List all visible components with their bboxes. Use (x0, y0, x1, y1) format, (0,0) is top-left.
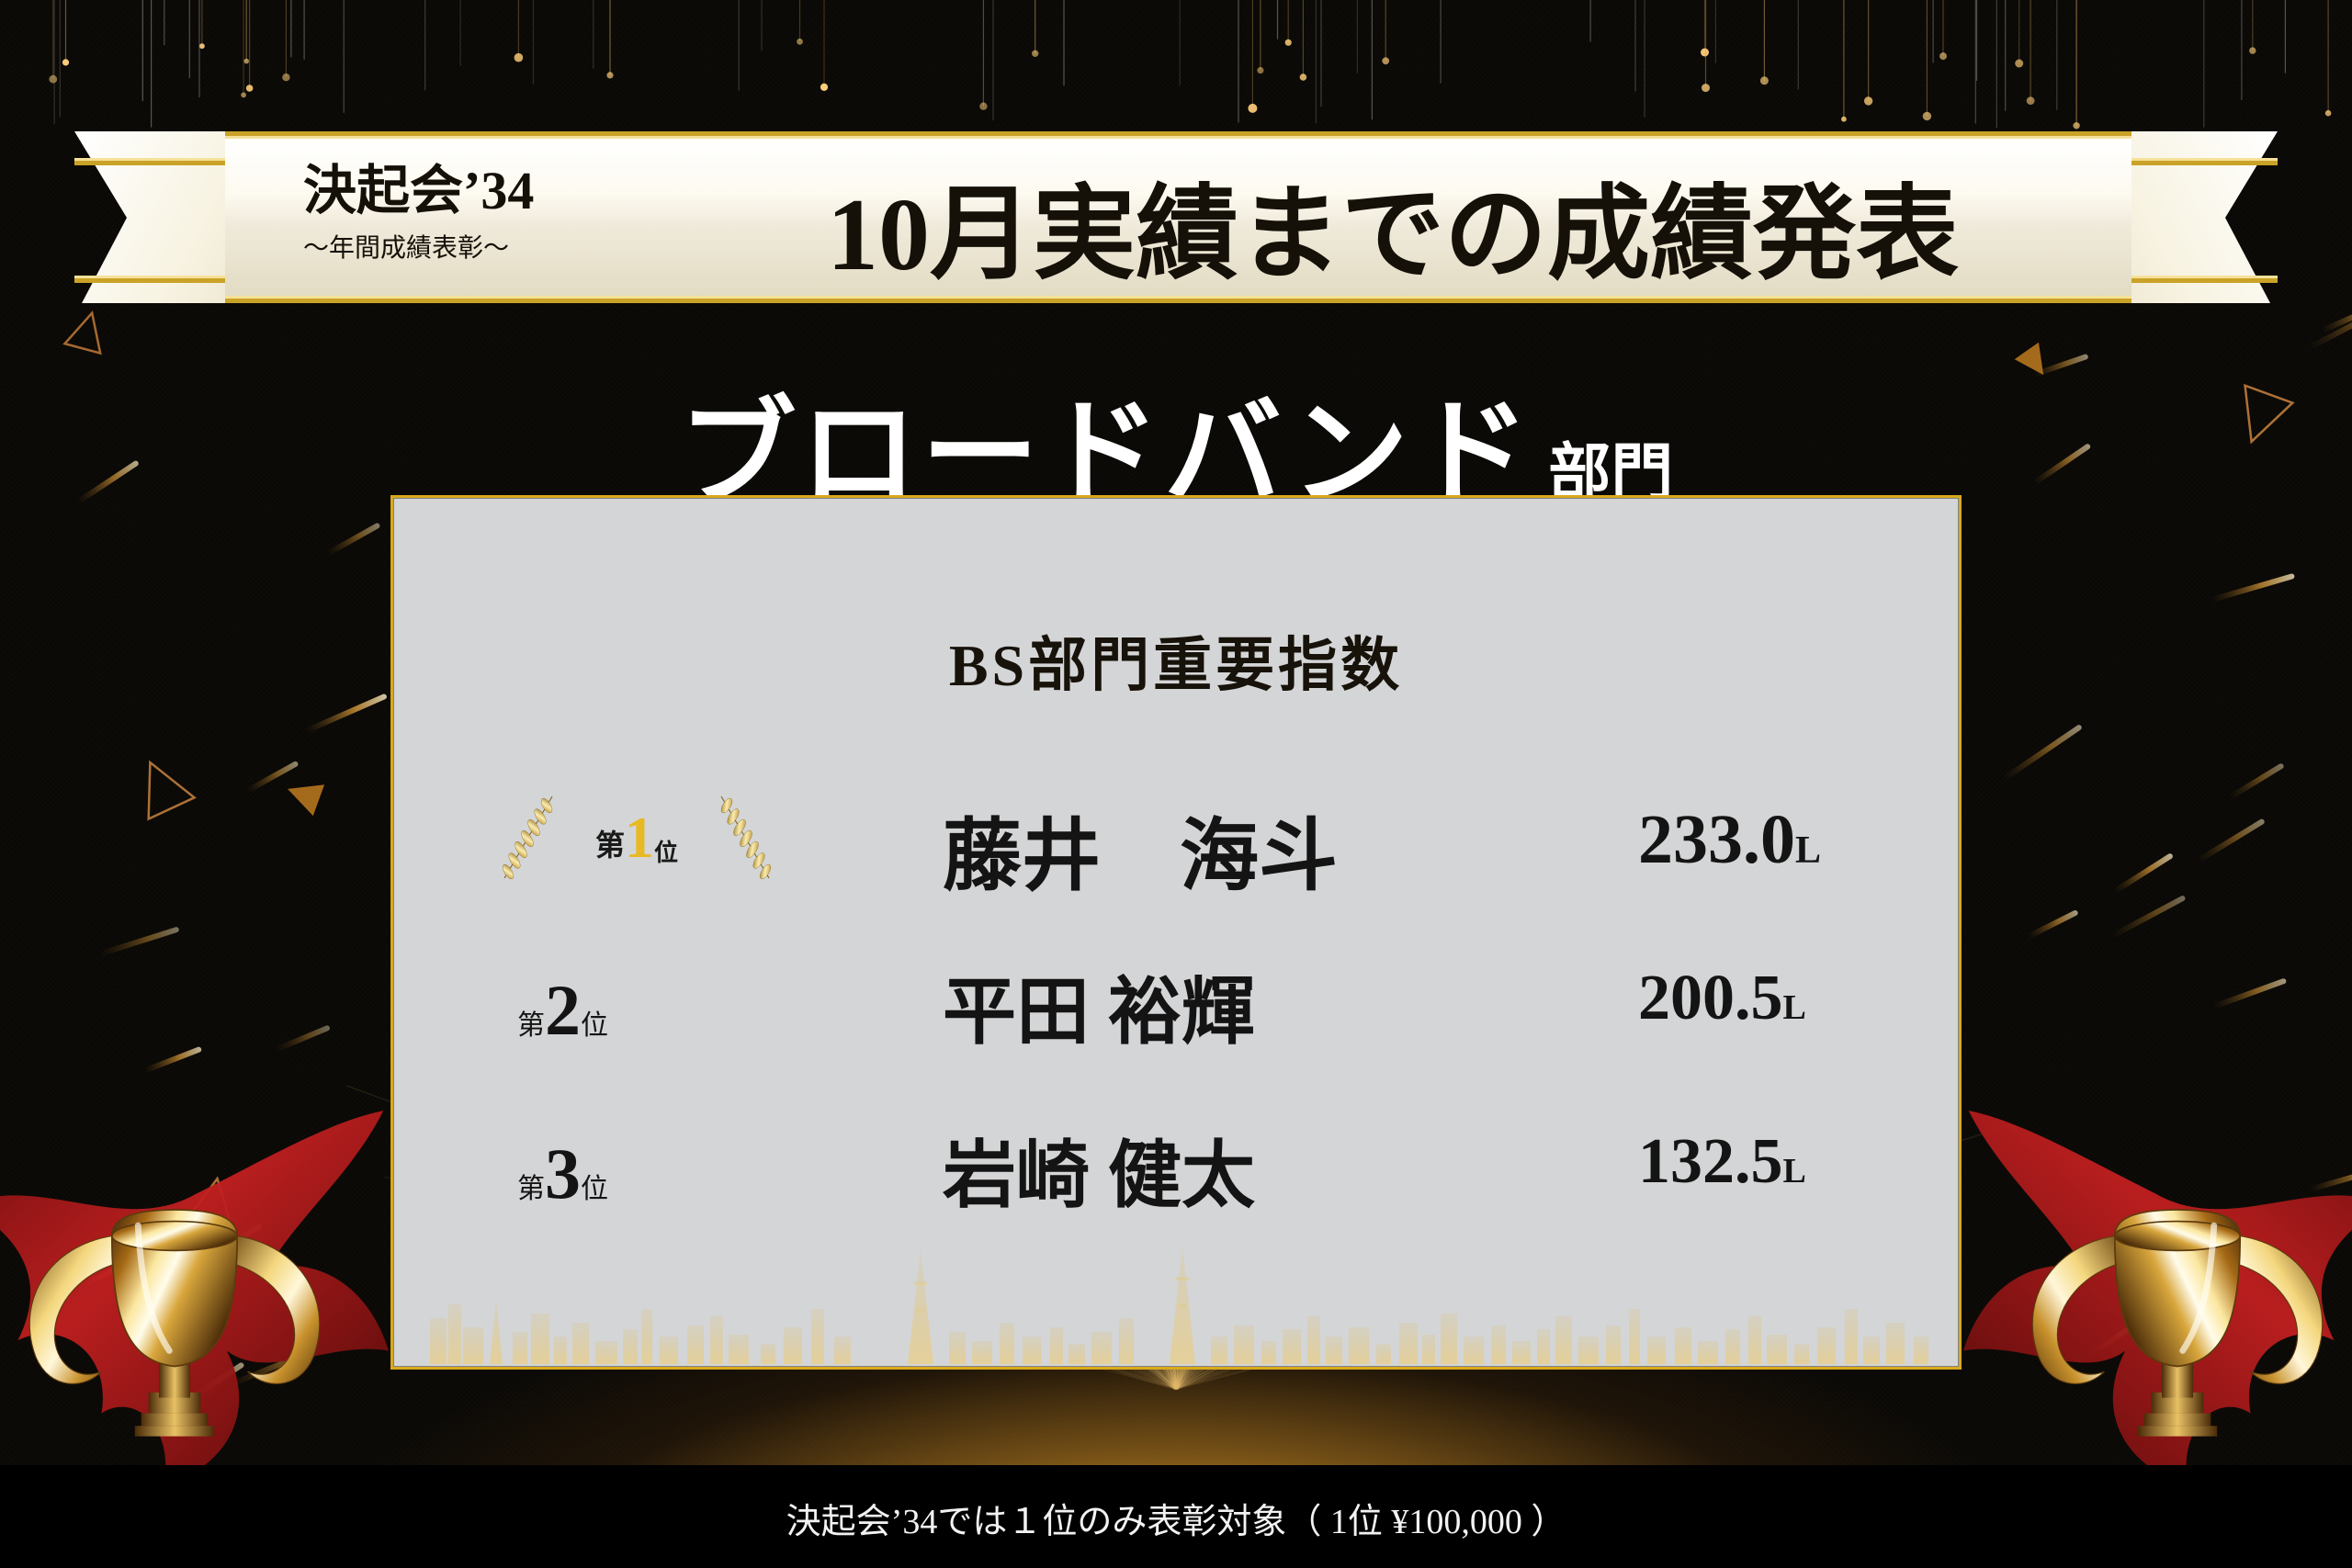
svg-text:第1位: 第1位 (595, 805, 678, 870)
